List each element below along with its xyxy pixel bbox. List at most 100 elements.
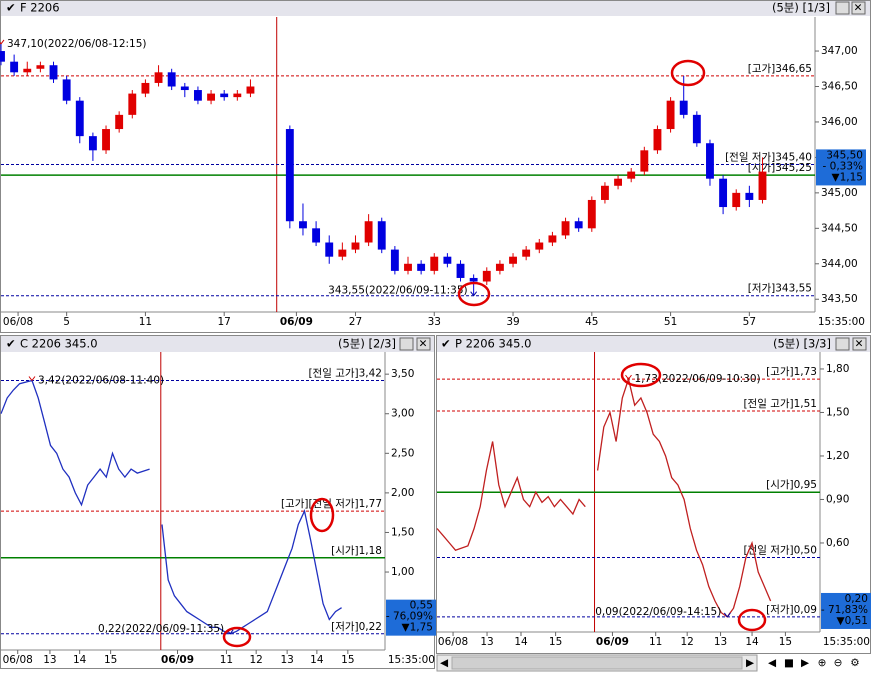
panel-period: (5분) [1/3] xyxy=(772,1,830,15)
y-tick-label: 0,90 xyxy=(826,493,849,505)
x-tick-label: 14 xyxy=(73,654,87,666)
x-tick-label: 15:35:00 xyxy=(823,636,870,648)
x-tick-label: 06/09 xyxy=(596,636,629,648)
check-icon[interactable]: ✔ xyxy=(6,1,16,15)
scroll-left[interactable]: ◀ xyxy=(440,657,449,669)
settings[interactable]: ⚙ xyxy=(850,657,859,669)
y-tick-label: 2,50 xyxy=(391,447,414,459)
x-tick-label: 11 xyxy=(649,636,662,648)
candle-body xyxy=(62,79,71,101)
candle-body xyxy=(614,178,623,186)
y-tick-label: 346,50 xyxy=(821,80,858,92)
panel-title: C 2206 345.0 xyxy=(20,337,98,351)
candle-body xyxy=(574,221,583,229)
close-icon[interactable]: ✕ xyxy=(854,2,863,14)
restore-button[interactable] xyxy=(835,337,850,351)
close-icon[interactable]: ✕ xyxy=(855,338,864,350)
candle-body xyxy=(233,93,242,98)
annotation-text: 343,55(2022/06/09-11:35) xyxy=(328,285,468,297)
candle-body xyxy=(154,72,163,83)
candle-body xyxy=(49,65,58,80)
zoom-in[interactable]: ⊕ xyxy=(818,657,827,669)
candle-body xyxy=(246,86,255,94)
candle-body xyxy=(732,192,741,208)
candle-body xyxy=(193,90,202,101)
candle-body xyxy=(600,185,609,200)
x-tick-label: 15 xyxy=(549,636,562,648)
candle-body xyxy=(207,93,216,101)
candle-body xyxy=(666,100,675,130)
price-box-diff: ▼1,15 xyxy=(832,171,863,183)
price-box-price: 345,50 xyxy=(826,149,863,161)
price-box xyxy=(816,149,866,186)
x-tick-label: 06/08 xyxy=(3,316,33,328)
candle-body xyxy=(88,136,97,151)
check-icon[interactable]: ✔ xyxy=(441,337,451,351)
highlight-circle xyxy=(457,281,491,307)
y-tick-label: 344,50 xyxy=(821,222,858,234)
candle-body xyxy=(509,256,517,264)
x-tick-label: 45 xyxy=(585,316,598,328)
highlight-circle xyxy=(222,626,252,648)
candle-body xyxy=(180,86,189,91)
annotation-marker xyxy=(723,612,731,618)
x-tick-label: 11 xyxy=(139,316,152,328)
annotation-marker xyxy=(625,374,632,380)
scroll-thumb[interactable] xyxy=(451,656,743,670)
price-level-label: [시가]345,25 xyxy=(748,162,812,174)
y-tick-label: 343,50 xyxy=(821,293,858,305)
annotation-text: 347,10(2022/06/08-12:15) xyxy=(7,38,147,50)
price-level-label: [전일 고가]1,51 xyxy=(743,397,817,410)
candle-body xyxy=(141,82,150,94)
charts: 343,50 344,00 344,50 345,00 345,50 346,00 346,… xyxy=(0,17,871,666)
scroll-right[interactable]: ▶ xyxy=(746,657,755,669)
close-button[interactable] xyxy=(851,1,866,15)
y-tick-label: 1,50 xyxy=(391,526,414,538)
x-tick-label: 06/09 xyxy=(161,654,194,666)
x-tick-label: 39 xyxy=(506,316,519,328)
candle-body xyxy=(220,93,229,98)
candle-body xyxy=(692,114,701,144)
candle-body xyxy=(351,242,360,250)
price-box-change: - 71,83% xyxy=(821,604,868,616)
button-first[interactable]: ◀ xyxy=(768,657,777,669)
price-level-label: [저가]343,55 xyxy=(748,283,812,295)
x-tick-label: 15 xyxy=(341,654,354,666)
candle-body xyxy=(443,256,452,264)
y-tick-label: 1,00 xyxy=(391,566,414,578)
highlight-circle xyxy=(737,608,767,632)
check-icon[interactable]: ✔ xyxy=(6,337,16,351)
x-tick-label: 33 xyxy=(428,316,441,328)
panel-frame xyxy=(0,335,435,669)
candle-body xyxy=(23,68,32,73)
x-tick-label: 27 xyxy=(349,316,362,328)
title-bar xyxy=(437,336,870,352)
close-icon[interactable]: ✕ xyxy=(419,338,428,350)
y-tick-label: 2,00 xyxy=(391,487,414,499)
close-button[interactable] xyxy=(416,337,431,351)
x-tick-label: 17 xyxy=(218,316,231,328)
candle-body xyxy=(653,129,662,151)
x-tick-label: 51 xyxy=(664,316,677,328)
candle-body xyxy=(285,129,294,222)
candle-body xyxy=(640,150,649,172)
price-box xyxy=(386,599,436,636)
zoom-out[interactable]: ⊖ xyxy=(834,657,843,669)
x-tick-label: 14 xyxy=(745,636,759,648)
x-tick-label: 06/09 xyxy=(280,316,313,328)
price-line xyxy=(436,376,772,618)
restore-button[interactable] xyxy=(835,1,850,15)
button-stop[interactable]: ■ xyxy=(784,657,794,669)
x-tick-label: 13 xyxy=(480,636,493,648)
candle-body xyxy=(390,249,399,271)
x-tick-label: 5 xyxy=(63,316,70,328)
candle-body xyxy=(548,235,557,243)
restore-button[interactable] xyxy=(399,337,414,351)
close-button[interactable] xyxy=(852,337,867,351)
candle-body xyxy=(522,249,531,257)
candle-body xyxy=(75,100,84,137)
candle-body xyxy=(377,221,386,250)
button-play[interactable]: ▶ xyxy=(801,657,810,669)
candle-body xyxy=(706,143,714,179)
y-tick-label: 1,50 xyxy=(826,406,849,418)
